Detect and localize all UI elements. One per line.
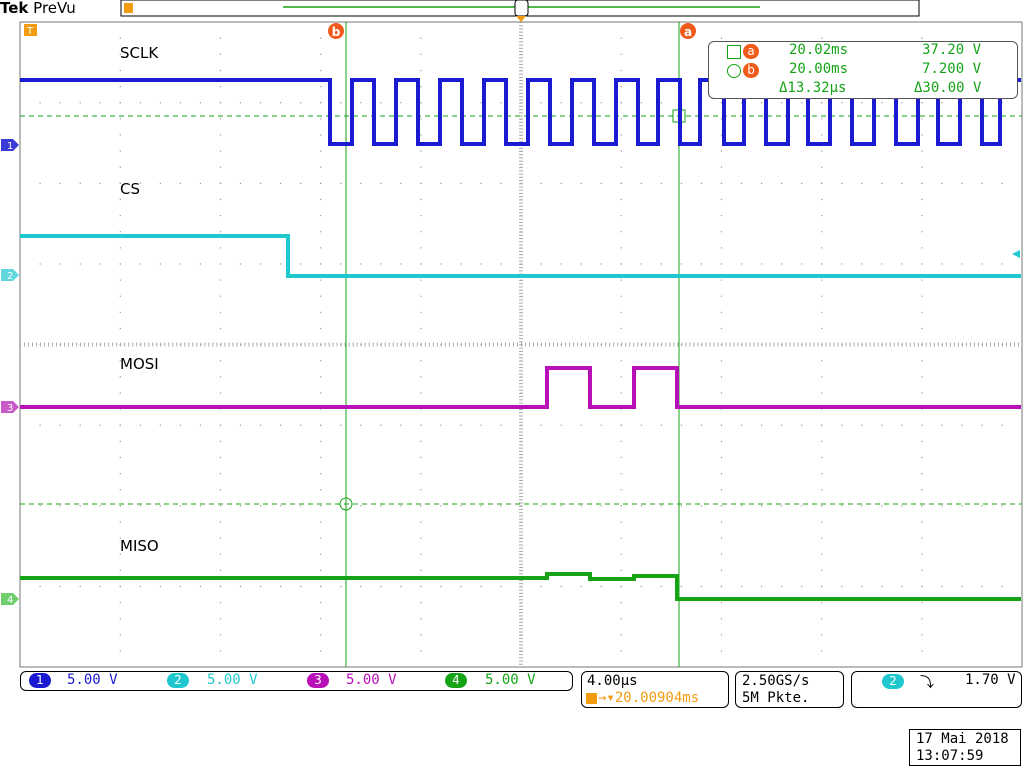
cursor-a-marker-icon[interactable]: [680, 23, 696, 39]
svg-text:1: 1: [7, 141, 13, 152]
miso-trace: [20, 572, 1021, 601]
channel-4-label: MISO: [120, 537, 159, 555]
channel-3-label: MOSI: [120, 355, 159, 373]
svg-text:3: 3: [7, 403, 13, 414]
ch3-scale[interactable]: 5.00 V: [346, 672, 397, 688]
acquisition-panel[interactable]: 2.50GS/s 5M Pkte.: [735, 671, 844, 708]
ch1-scale[interactable]: 5.00 V: [67, 672, 118, 688]
channel-2-label: CS: [120, 180, 140, 198]
record-length: 5M Pkte.: [742, 690, 810, 706]
cursor-a-square-icon: [727, 45, 741, 59]
channel-scale-bar: 1 5.00 V 2 5.00 V 3 5.00 V 4 5.00 V: [20, 671, 573, 691]
svg-text:2: 2: [7, 271, 13, 282]
timebase-panel[interactable]: 4.00µs →▾20.00904ms: [581, 671, 729, 708]
trigger-position-value: →▾20.00904ms: [598, 690, 700, 706]
cursor-b-marker-icon[interactable]: [328, 23, 344, 39]
trigger-position-label: T: [26, 26, 34, 37]
readout-a-marker: a: [743, 44, 759, 59]
channel-1-label: SCLK: [120, 44, 159, 62]
cursor-readout-panel[interactable]: a 20.02ms 37.20 V b 20.00ms 7.200 V Δ13.…: [708, 41, 1018, 99]
readout-a-value: 37.20 V: [922, 42, 982, 58]
readout-delta-time: Δ13.32µs: [779, 80, 847, 96]
cursor-a-marker-label: a: [684, 25, 692, 39]
trigger-position-small-icon: [586, 693, 597, 704]
cursor-b-intersect-icon: [339, 497, 353, 511]
channel-3-ground-marker[interactable]: 3: [1, 401, 19, 414]
ch4-scale[interactable]: 5.00 V: [485, 672, 536, 688]
acquisition-mode-label: PreVu: [33, 0, 76, 17]
trigger-position-icon[interactable]: [24, 24, 37, 36]
sclk-trace: [20, 78, 1021, 146]
readout-a-time: 20.02ms: [789, 42, 849, 58]
header-brand: Tek PreVu: [0, 0, 76, 17]
falling-edge-icon: ⤵: [920, 675, 934, 691]
ch4-chip[interactable]: 4: [445, 673, 467, 688]
trigger-level: 1.70 V: [965, 672, 1016, 688]
date-display: 17 Mai 2018: [916, 731, 1009, 747]
ch2-chip[interactable]: 2: [167, 673, 189, 688]
trigger-level-arrow-icon: [1012, 250, 1020, 258]
readout-b-time: 20.00ms: [789, 61, 849, 77]
readout-b-marker: b: [743, 63, 759, 78]
trigger-time-marker-icon: [516, 16, 526, 22]
ch2-scale[interactable]: 5.00 V: [207, 672, 258, 688]
ch1-chip[interactable]: 1: [29, 673, 51, 688]
channel-1-ground-marker[interactable]: 1: [1, 139, 19, 152]
cursor-b-circle-icon: [727, 64, 741, 78]
ch3-chip[interactable]: 3: [307, 673, 329, 688]
waveforms: [20, 78, 1021, 601]
record-trigger-icon: [124, 3, 133, 13]
readout-delta-value: Δ30.00 V: [914, 80, 982, 96]
mosi-trace: [20, 366, 1021, 409]
brand-logo: Tek: [0, 0, 29, 17]
svg-text:4: 4: [7, 595, 13, 606]
channel-4-ground-marker[interactable]: 4: [1, 593, 19, 606]
time-display: 13:07:59: [916, 748, 984, 764]
cs-trace: [20, 234, 1021, 278]
trigger-panel[interactable]: 2 ⤵ 1.70 V: [851, 671, 1022, 708]
sample-rate: 2.50GS/s: [742, 673, 810, 689]
datetime-panel: 17 Mai 2018 13:07:59: [909, 729, 1021, 766]
record-position-marker[interactable]: [514, 0, 529, 17]
trigger-source-chip: 2: [882, 674, 904, 689]
cursor-b-marker-label: b: [332, 25, 341, 39]
timebase-scale: 4.00µs: [587, 673, 638, 689]
readout-b-value: 7.200 V: [922, 61, 982, 77]
channel-2-ground-marker[interactable]: 2: [1, 269, 19, 282]
